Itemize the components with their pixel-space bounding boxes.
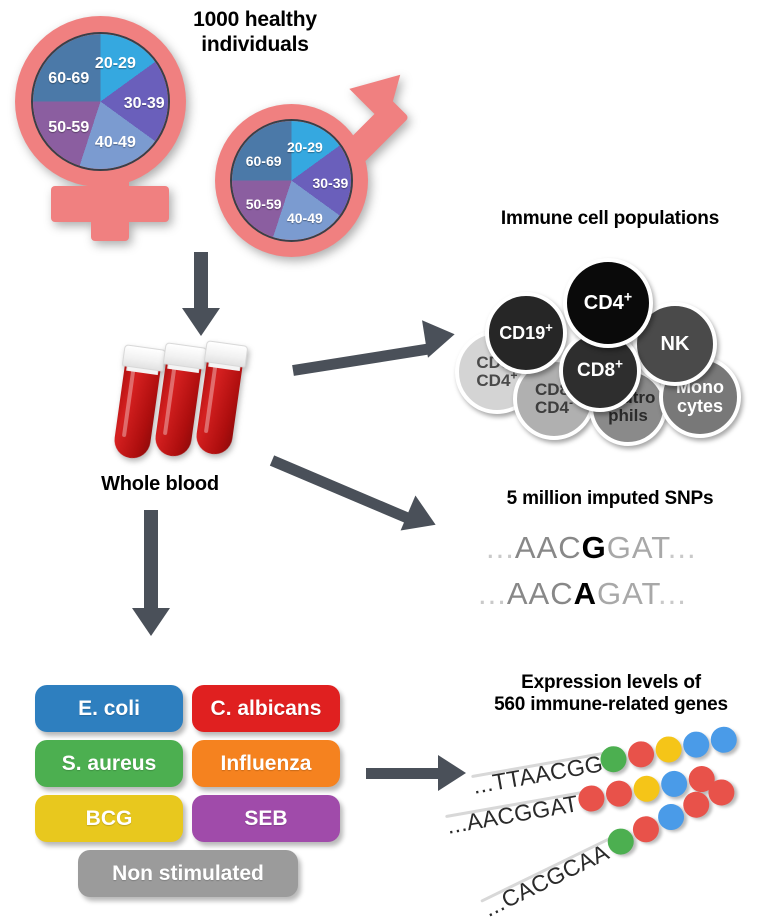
arrow-blood-to-stimuli-shaft <box>144 510 158 610</box>
pie-segment-label: 40-49 <box>94 134 136 152</box>
snp-right-bases: GAT <box>606 530 668 565</box>
snp-right-bases: GAT <box>596 576 658 611</box>
strand-sequence: ...CACGCAA <box>479 838 613 922</box>
expression-dot <box>576 783 607 814</box>
male-age-pie-chart: 20-29 30-39 40-49 50-59 60-69 <box>230 119 353 242</box>
stimulus-influenza: Influenza <box>192 740 340 787</box>
arrow-stimuli-to-expression-head <box>438 755 466 791</box>
immune-cell-label: CD4+ <box>583 288 633 314</box>
arrow-cohort-to-blood-shaft <box>194 252 208 310</box>
whole-blood-tubes <box>112 340 272 470</box>
snps-title: 5 million imputed SNPs <box>506 488 714 509</box>
snp-prefix-ellipsis: ... <box>486 530 515 565</box>
stimulus-label: BCG <box>85 806 133 830</box>
immune-populations-title: Immune cell populations <box>500 208 720 229</box>
stimulus-label: C. albicans <box>210 696 322 720</box>
pie-segment-label: 60-69 <box>245 152 282 169</box>
stimulus-label: E. coli <box>78 696 140 720</box>
immune-cell-label: CD19+ <box>499 319 553 343</box>
snp-sequences: ...AACGGAT... ...AACAGAT... <box>478 530 758 620</box>
stimulus-label: Influenza <box>220 751 312 775</box>
stimulus-bcg: BCG <box>35 795 183 842</box>
female-symbol-crossbar <box>51 186 169 222</box>
expression-title: Expression levels of 560 immune-related … <box>455 672 767 717</box>
pie-segments <box>232 121 351 240</box>
pie-segment-label: 50-59 <box>48 119 90 136</box>
immune-cell-cd4: CD4+ <box>563 258 653 348</box>
female-age-pie-chart: 20-29 30-39 40-49 50-59 60-69 <box>31 32 170 171</box>
expression-dot <box>681 729 712 760</box>
pie-segment-label: 20-29 <box>94 54 136 72</box>
stimulus-non-stimulated: Non stimulated <box>78 850 298 897</box>
expression-dot <box>625 739 657 770</box>
page-title-line2: individuals <box>201 32 309 56</box>
pie-segment-label: 60-69 <box>48 69 90 87</box>
snp-prefix-ellipsis: ... <box>478 576 507 611</box>
stimulus-label: SEB <box>244 806 288 830</box>
male-symbol-arrowhead <box>349 56 419 126</box>
snp-suffix-ellipsis: ... <box>657 576 687 611</box>
pie-segments <box>33 34 168 169</box>
pie-segment-label: 50-59 <box>245 196 282 213</box>
immune-cell-nk: NK <box>633 302 717 386</box>
page-title: 1000 healthy individuals <box>160 8 350 58</box>
male-symbol: 20-29 30-39 40-49 50-59 60-69 <box>205 56 420 257</box>
stimulus-label: Non stimulated <box>112 861 264 885</box>
snp-left-bases: AAC <box>514 530 582 565</box>
snp-sequence-row: ...AACAGAT... <box>478 576 687 612</box>
immune-cell-cluster: CD19+CD4+CD8+NKCD8+CD4+CD8-CD4-Neutrophi… <box>455 240 765 446</box>
snp-variant-base: G <box>581 530 607 565</box>
arrow-cohort-to-blood-head <box>182 308 220 336</box>
female-symbol: 20-29 30-39 40-49 50-59 60-69 <box>8 16 213 241</box>
strand-sequence: ...AACGGAT <box>444 790 581 839</box>
expression-dot <box>708 724 739 755</box>
stimuli-list: E. coli C. albicans S. aureus Influenza BCG S… <box>35 685 345 897</box>
pie-segment-label: 40-49 <box>286 209 323 226</box>
pie-segment-label: 30-39 <box>312 174 349 191</box>
arrow-blood-to-snps-head <box>400 495 444 543</box>
stimulus-e-coli: E. coli <box>35 685 183 732</box>
expression-title-line1: Expression levels of <box>521 672 701 693</box>
arrow-blood-to-stimuli-head <box>132 608 170 636</box>
snp-left-bases: AAC <box>506 576 574 611</box>
page-title-line1: 1000 healthy <box>193 8 317 31</box>
pie-segment-label: 20-29 <box>286 139 323 156</box>
immune-cell-label: CD8+ <box>577 356 623 382</box>
pie-segment-label: 30-39 <box>123 94 165 112</box>
snp-sequence-row: ...AACGGAT... <box>486 530 697 566</box>
arrow-blood-to-immune-head <box>422 315 458 358</box>
expression-dot <box>603 778 635 809</box>
stimulus-s-aureus: S. aureus <box>35 740 183 787</box>
whole-blood-label: Whole blood <box>101 473 219 495</box>
expression-strands: ...TTAACGG ...AACGGAT ...CACGCAA <box>445 724 771 922</box>
snp-variant-base: A <box>573 576 597 611</box>
expression-dot <box>631 773 662 804</box>
immune-cell-label: NK <box>660 332 690 355</box>
expression-title-line2: 560 immune-related genes <box>494 694 728 716</box>
expression-dot <box>653 734 684 765</box>
arrow-blood-to-immune-shaft <box>292 343 433 376</box>
stimulus-c-albicans: C. albicans <box>192 685 340 732</box>
arrow-blood-to-snps-shaft <box>269 455 413 525</box>
snp-suffix-ellipsis: ... <box>667 530 697 565</box>
stimulus-seb: SEB <box>192 795 340 842</box>
stimulus-label: S. aureus <box>61 751 157 775</box>
immune-cell-cd19: CD19+ <box>485 292 567 374</box>
arrow-stimuli-to-expression-shaft <box>366 768 441 779</box>
